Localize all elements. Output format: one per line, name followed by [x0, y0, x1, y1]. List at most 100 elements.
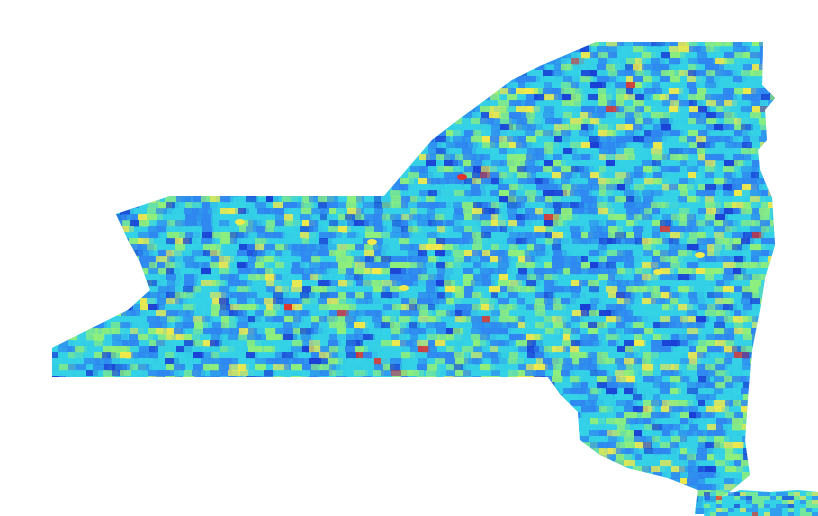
heatmap-cell	[444, 280, 460, 287]
heatmap-cell	[472, 208, 484, 215]
heatmap-cell	[571, 64, 586, 71]
heatmap-cell	[311, 208, 325, 215]
heatmap-cell	[634, 166, 649, 173]
heatmap-cell	[158, 178, 173, 185]
heatmap-cell	[662, 88, 674, 95]
heatmap-cell	[93, 190, 105, 197]
heatmap-cell	[642, 364, 657, 371]
heatmap-cell	[509, 394, 521, 401]
heatmap-cell	[535, 232, 547, 239]
heatmap-cell	[255, 400, 271, 407]
heatmap-cell	[282, 280, 295, 287]
heatmap-cell	[562, 340, 575, 347]
heatmap-cell	[219, 352, 234, 359]
heatmap-cell	[760, 382, 775, 389]
heatmap-cell	[76, 304, 92, 311]
heatmap-cell	[669, 250, 681, 257]
heatmap-cell	[157, 262, 170, 269]
heatmap-cell	[706, 70, 721, 77]
heatmap-cell	[761, 244, 773, 251]
heatmap-cell	[311, 130, 325, 137]
heatmap-cell	[446, 88, 459, 95]
heatmap-cell	[580, 112, 592, 119]
heatmap-cell	[545, 328, 560, 335]
heatmap-cell	[635, 70, 650, 77]
heatmap-cell	[185, 310, 200, 317]
heatmap-cell	[498, 100, 512, 107]
heatmap-cell	[76, 184, 90, 191]
heatmap-cell	[579, 274, 591, 281]
heatmap-cell	[716, 280, 730, 287]
heatmap-cell	[481, 178, 497, 185]
heatmap-cell	[220, 160, 234, 167]
heatmap-cell	[149, 94, 165, 101]
heatmap-cell	[392, 64, 405, 71]
heatmap-cell	[247, 250, 262, 257]
heatmap-cell	[572, 358, 583, 365]
heatmap-cell	[525, 322, 539, 329]
heatmap-cell	[473, 346, 487, 353]
heatmap-cell	[770, 46, 775, 53]
heatmap-cell	[752, 364, 764, 371]
heatmap-cell	[743, 256, 755, 263]
heatmap-cell	[643, 148, 658, 155]
heatmap-cell	[392, 82, 408, 89]
heatmap-cell	[724, 328, 738, 335]
heatmap-cell	[507, 148, 521, 155]
heatmap-cell	[121, 316, 135, 323]
heatmap-cell	[464, 190, 477, 197]
heatmap-cell	[661, 124, 676, 131]
heatmap-cell	[651, 262, 666, 269]
heatmap-cell	[759, 148, 770, 155]
heatmap-cell	[435, 136, 450, 143]
heatmap-cell	[257, 172, 269, 179]
heatmap-cell	[516, 106, 532, 113]
heatmap-cell	[490, 364, 503, 371]
heatmap-cell	[724, 232, 739, 239]
heatmap-cell	[724, 160, 738, 167]
heatmap-cell	[455, 358, 468, 365]
heatmap-cell	[94, 76, 110, 83]
heatmap-cell	[76, 148, 89, 155]
heatmap-cell	[759, 346, 774, 353]
heatmap-cell	[633, 124, 644, 131]
heatmap-cell	[165, 196, 181, 203]
heatmap-cell	[705, 280, 717, 287]
heatmap-cell	[311, 184, 325, 191]
heatmap-cell	[338, 280, 353, 287]
heatmap-cell	[257, 388, 272, 395]
heatmap-cell	[52, 310, 59, 317]
heatmap-cell	[364, 250, 375, 257]
heatmap-cell	[346, 310, 359, 317]
heatmap-cell	[489, 76, 505, 83]
heatmap-cell	[246, 214, 260, 221]
heatmap-cell	[111, 148, 127, 155]
heatmap-cell	[310, 214, 326, 221]
heatmap-cell	[678, 148, 690, 155]
heatmap-cell	[284, 310, 295, 317]
heatmap-cell	[248, 166, 264, 173]
heatmap-cell	[597, 400, 611, 407]
heatmap-cell	[390, 394, 404, 401]
heatmap-cell	[220, 70, 236, 77]
heatmap-cell	[345, 94, 360, 101]
heatmap-cell	[553, 184, 566, 191]
heatmap-cell	[437, 274, 450, 281]
heatmap-cell	[95, 118, 109, 125]
heatmap-cell	[491, 310, 502, 317]
heatmap-cell	[509, 262, 522, 269]
heatmap-cell	[642, 52, 656, 59]
heatmap-cell	[102, 214, 116, 221]
heatmap-cell	[237, 250, 253, 257]
heatmap-cell	[734, 310, 747, 317]
heatmap-cell	[779, 262, 794, 269]
heatmap-cell	[309, 376, 321, 383]
heatmap-cell	[392, 280, 403, 287]
heatmap-cell	[121, 226, 134, 233]
heatmap-cell	[112, 52, 126, 59]
heatmap-cell	[382, 388, 394, 395]
heatmap-cell	[689, 46, 701, 53]
heatmap-cell	[616, 304, 631, 311]
heatmap-cell	[390, 42, 403, 47]
heatmap-cell	[293, 394, 307, 401]
